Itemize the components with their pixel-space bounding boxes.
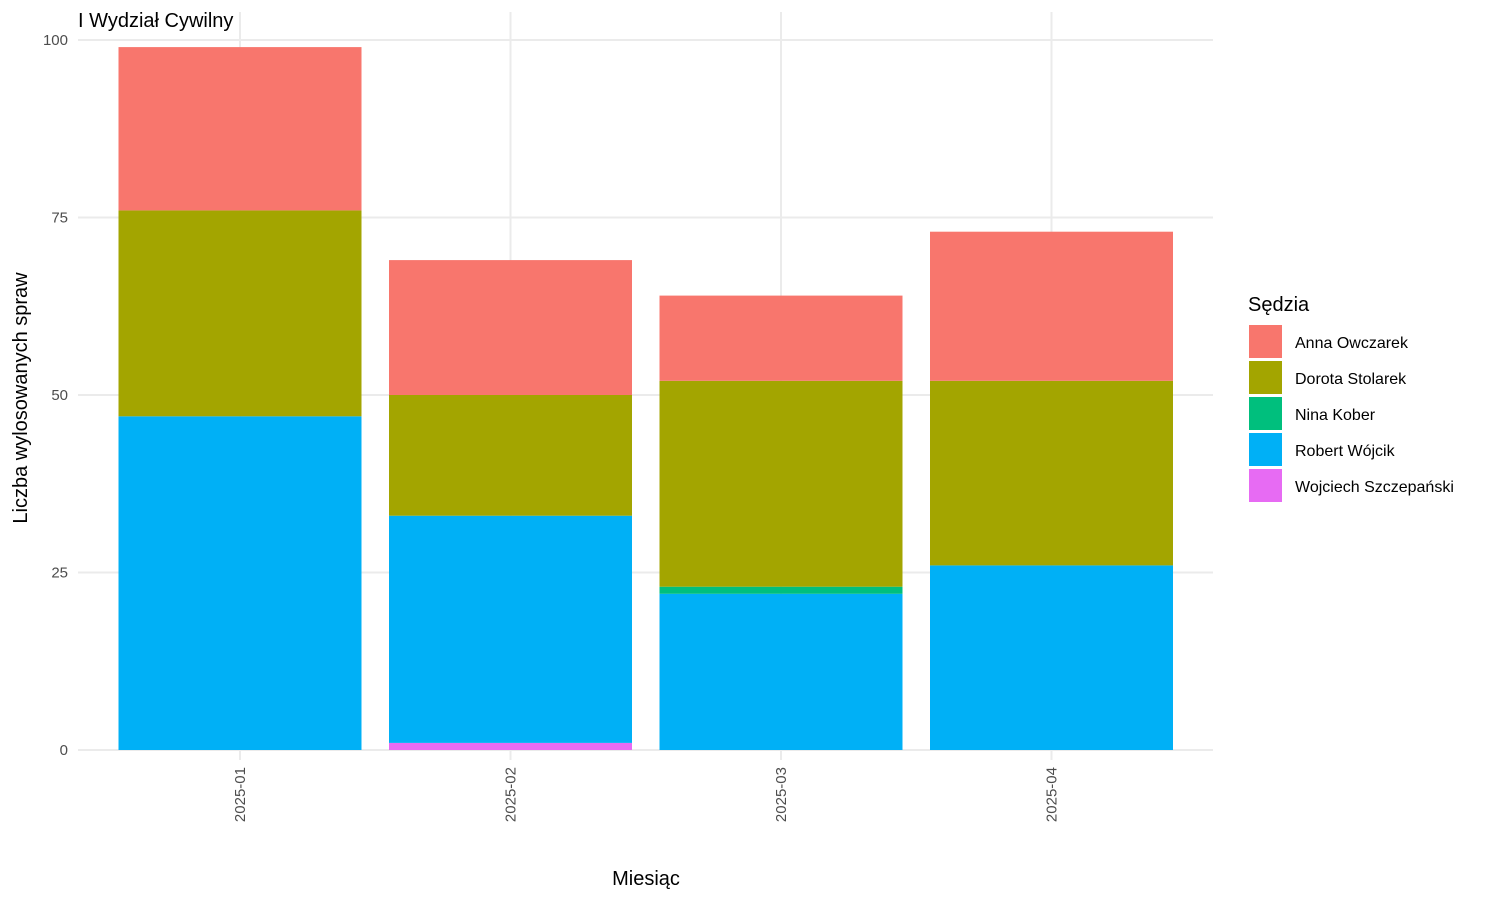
bar-2025-04-robert-wojcik <box>930 565 1173 750</box>
legend-label-robert-wojcik: Robert Wójcik <box>1295 443 1396 460</box>
bar-2025-01-anna-owczarek <box>118 47 362 211</box>
legend-key-anna-owczarek <box>1249 325 1282 358</box>
legend-key-nina-kober <box>1249 397 1282 430</box>
bar-2025-04-dorota-stolarek <box>930 380 1173 566</box>
bar-2025-02-robert-wojcik <box>389 515 632 743</box>
x-axis-ticks: 2025-01 2025-02 2025-03 2025-04 <box>232 767 1061 822</box>
y-tick-label: 25 <box>51 565 68 582</box>
bar-2025-02-wojciech-szczepanski <box>389 742 632 750</box>
legend: Sędzia Anna Owczarek Dorota Stolarek Nina … <box>1248 294 1454 502</box>
legend-label-dorota-stolarek: Dorota Stolarek <box>1295 371 1407 388</box>
x-tick-label: 2025-03 <box>773 767 790 822</box>
legend-title: Sędzia <box>1248 294 1310 316</box>
y-tick-label: 0 <box>60 742 68 759</box>
bar-2025-04-anna-owczarek <box>930 231 1173 381</box>
legend-label-wojciech-szczepanski: Wojciech Szczepański <box>1295 479 1454 496</box>
legend-label-nina-kober: Nina Kober <box>1295 407 1376 424</box>
y-axis-title: Liczba wylosowanych spraw <box>10 272 32 524</box>
x-tick-label: 2025-04 <box>1044 767 1061 822</box>
x-tick-label: 2025-01 <box>232 767 249 822</box>
y-axis-ticks: 0 25 50 75 100 <box>43 32 68 759</box>
bar-2025-02-anna-owczarek <box>389 260 632 395</box>
bar-2025-03-dorota-stolarek <box>659 380 903 587</box>
bar-2025-01-dorota-stolarek <box>118 210 362 417</box>
bar-2025-03-anna-owczarek <box>659 295 903 381</box>
legend-key-dorota-stolarek <box>1249 361 1282 394</box>
legend-key-robert-wojcik <box>1249 433 1282 466</box>
x-tick-label: 2025-02 <box>503 767 520 822</box>
bar-2025-02-dorota-stolarek <box>389 395 632 516</box>
x-axis-title: Miesiąc <box>612 868 680 890</box>
legend-items: Anna Owczarek Dorota Stolarek Nina Kober Ro… <box>1249 325 1454 502</box>
y-tick-label: 75 <box>51 210 68 227</box>
bars-layer <box>118 47 1173 750</box>
y-tick-label: 50 <box>51 387 68 404</box>
chart-title: I Wydział Cywilny <box>78 10 233 32</box>
legend-key-wojciech-szczepanski <box>1249 469 1282 502</box>
bar-2025-03-robert-wojcik <box>659 593 903 750</box>
bar-2025-01-robert-wojcik <box>118 416 362 750</box>
y-tick-label: 100 <box>43 32 68 49</box>
bar-2025-03-nina-kober <box>659 586 903 594</box>
legend-label-anna-owczarek: Anna Owczarek <box>1295 335 1409 352</box>
